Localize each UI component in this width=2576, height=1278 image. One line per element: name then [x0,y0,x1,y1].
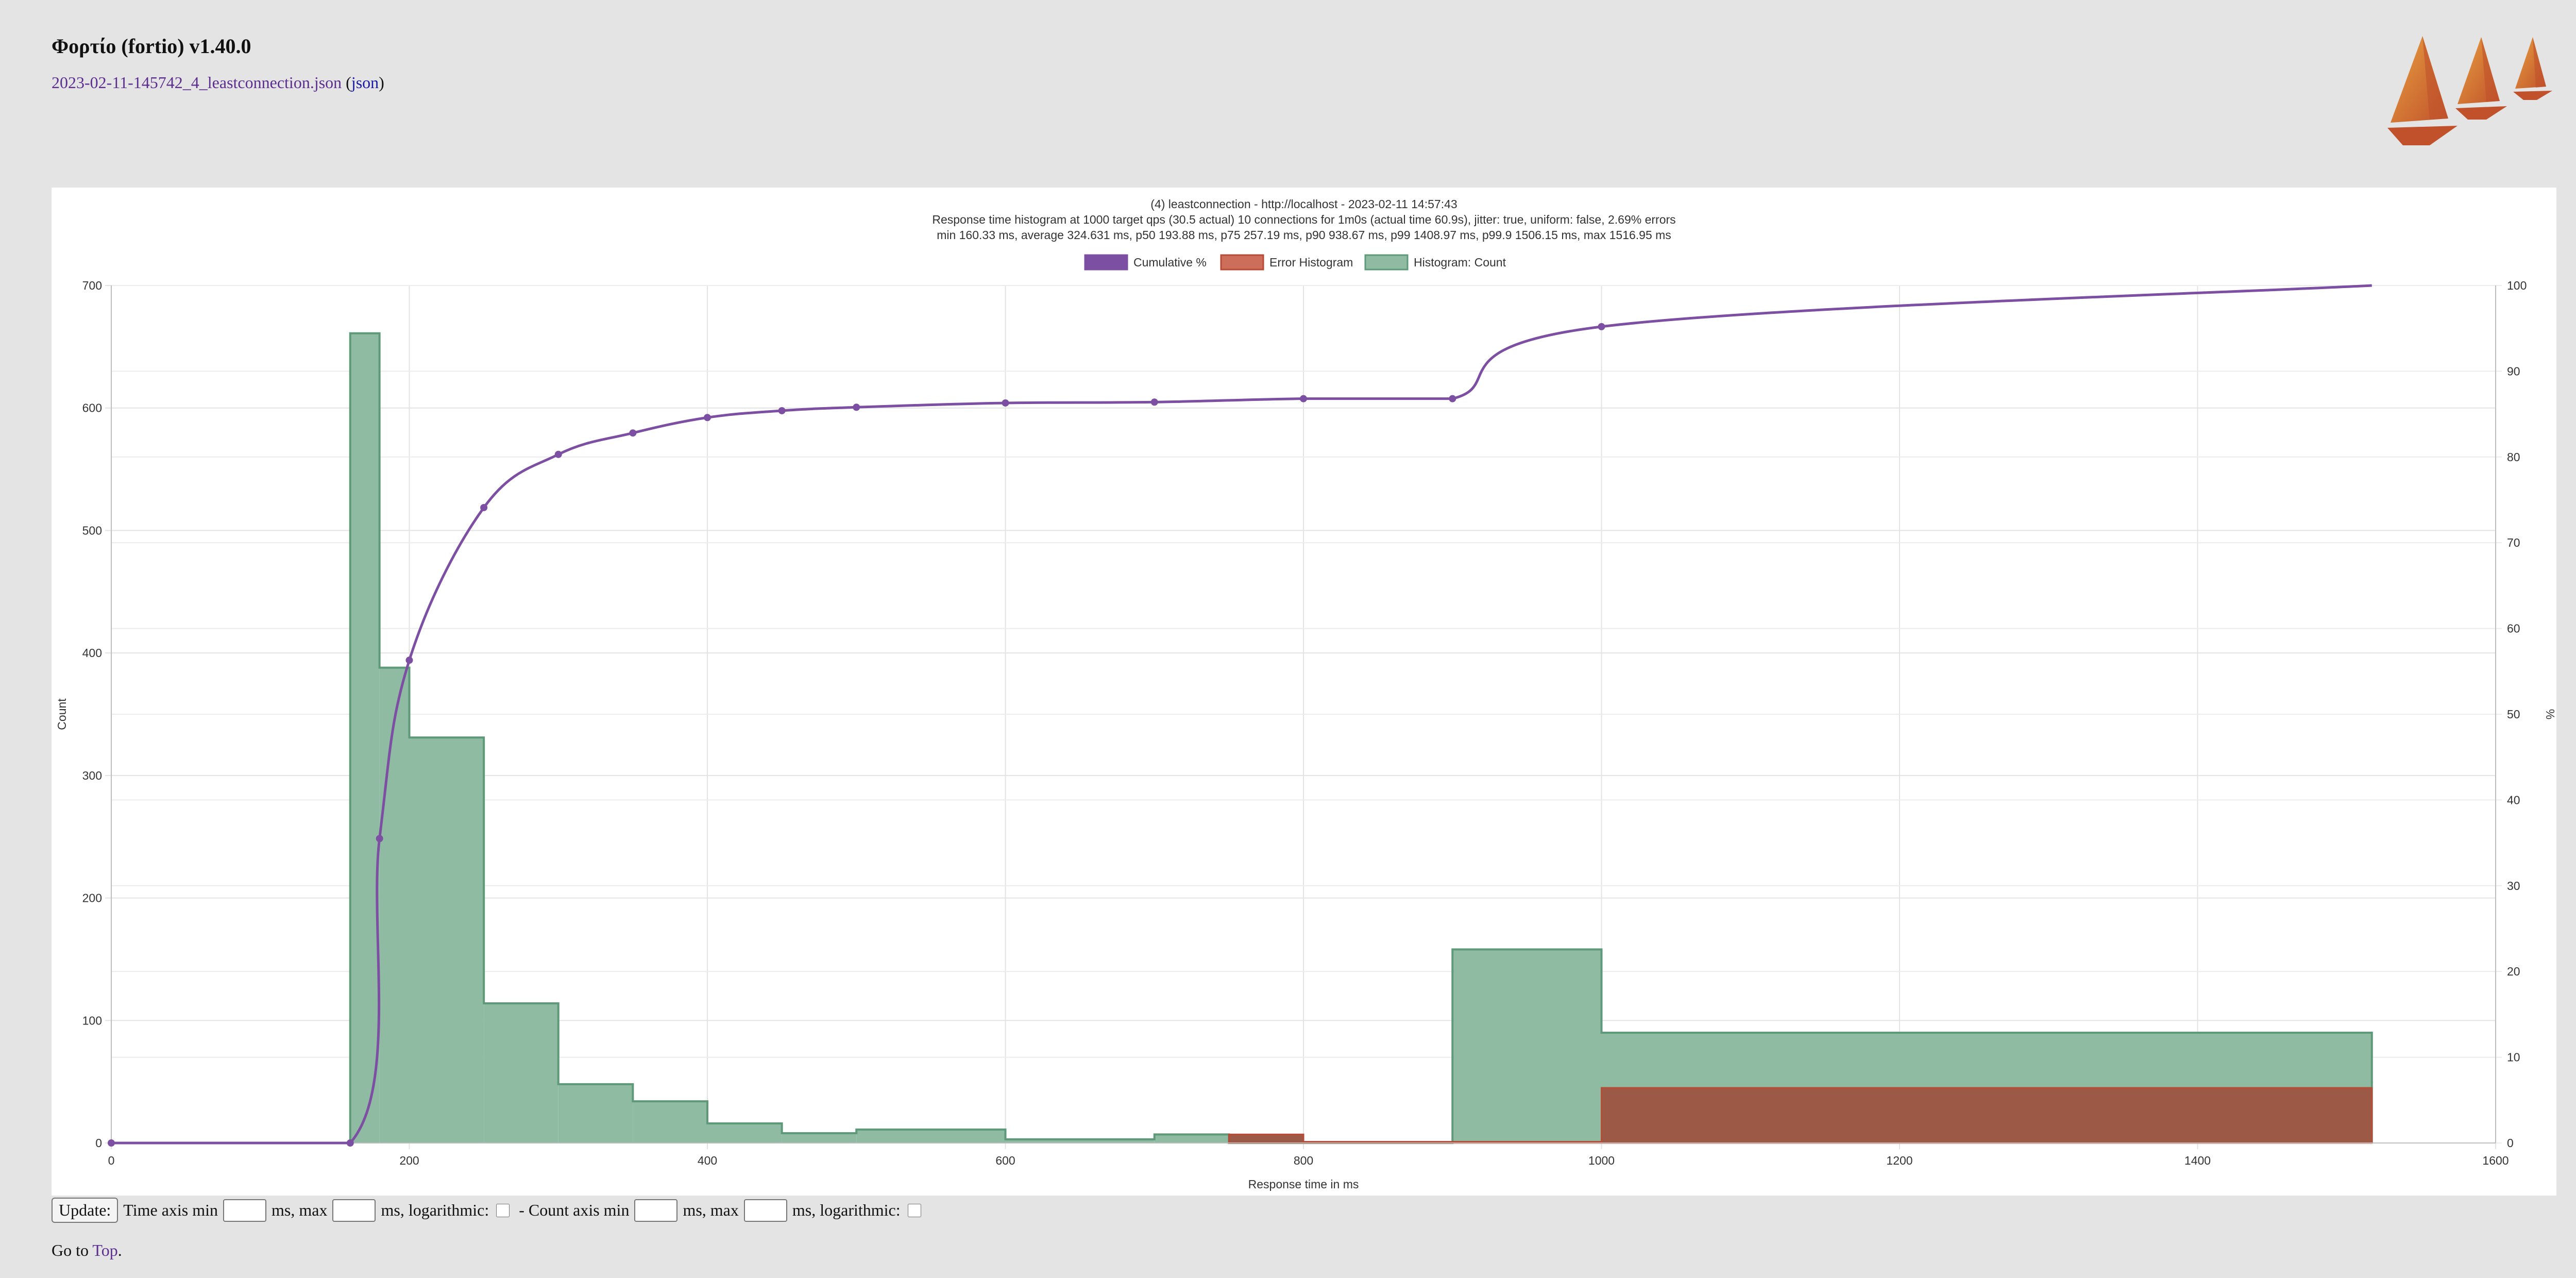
cumulative-point [704,414,711,422]
count-axis-max-label: ms, max [683,1201,739,1219]
x-tick-label: 0 [108,1154,115,1167]
histogram-bar [782,1133,857,1143]
y-tick-label: 100 [82,1014,102,1027]
y2-tick-label: 20 [2507,965,2520,978]
cumulative-point [405,657,413,664]
goto-label: Go to [52,1241,89,1259]
cumulative-point [853,403,860,411]
time-axis-log-checkbox[interactable] [496,1203,510,1217]
chart-title-line: min 160.33 ms, average 324.631 ms, p50 1… [937,228,1671,242]
y-tick-label: 600 [82,401,102,415]
y2-tick-label: 90 [2507,364,2520,378]
histogram-bar [856,1129,1006,1143]
count-axis-log-label: ms, logarithmic: [792,1201,901,1219]
x-tick-label: 1200 [1886,1154,1912,1167]
error-bar [1228,1133,1304,1144]
y-axis-label: Count [55,698,69,730]
y2-tick-label: 80 [2507,450,2520,464]
histogram-bar [1452,949,1602,1143]
cumulative-point [346,1139,354,1147]
histogram-bar [484,1003,558,1143]
histogram-bar [1005,1139,1155,1143]
x-tick-label: 1000 [1588,1154,1615,1167]
legend-label: Cumulative % [1133,256,1207,269]
json-link[interactable]: json [351,73,379,92]
y-tick-label: 300 [82,769,102,782]
count-axis-max-input[interactable] [743,1199,787,1222]
cumulative-point [480,503,488,511]
cumulative-point [629,429,637,437]
y-tick-label: 500 [82,524,102,537]
y2-tick-label: 70 [2507,536,2520,549]
cumulative-point [778,407,786,414]
cumulative-point [108,1139,115,1147]
chart-panel: (4) leastconnection - http://localhost -… [52,188,2556,1196]
chart-title-line: (4) leastconnection - http://localhost -… [1150,197,1457,211]
y2-tick-label: 40 [2507,793,2520,806]
goto-period: . [117,1241,122,1259]
count-axis-log-checkbox[interactable] [907,1203,921,1217]
y-tick-label: 700 [82,279,102,292]
legend-swatch [1220,254,1264,271]
page-title: Φορτίο (fortio) v1.40.0 [52,35,251,58]
x-axis-label: Response time in ms [1248,1178,1359,1191]
x-tick-label: 800 [1294,1154,1313,1167]
chart-title-line: Response time histogram at 1000 target q… [932,213,1675,226]
y-tick-label: 200 [82,892,102,905]
cumulative-point [1449,395,1456,402]
x-tick-label: 600 [995,1154,1015,1167]
time-axis-max-label: ms, max [272,1201,328,1219]
histogram-bar [379,667,410,1143]
cumulative-point [376,835,383,843]
cumulative-point [1598,323,1605,330]
histogram-bar [558,1084,633,1143]
y2-tick-label: 0 [2507,1136,2514,1150]
cumulative-point [1300,395,1307,402]
x-tick-label: 1600 [2482,1154,2509,1167]
x-tick-label: 400 [698,1154,717,1167]
cumulative-point [1150,398,1158,406]
legend-label: Histogram: Count [1414,256,1506,269]
y2-tick-label: 60 [2507,622,2520,635]
y2-tick-label: 100 [2507,279,2527,292]
top-link[interactable]: Top [92,1241,118,1259]
histogram-bar [350,333,380,1144]
y-tick-label: 0 [95,1136,102,1150]
x-tick-label: 1400 [2184,1154,2211,1167]
close-paren: ) [379,73,384,92]
histogram-bar [633,1101,707,1143]
y2-tick-label: 10 [2507,1051,2520,1064]
result-file-link[interactable]: 2023-02-11-145742_4_leastconnection.json [52,73,342,92]
y2-tick-label: 30 [2507,879,2520,893]
error-bar [1601,1087,2373,1144]
y2-axis-label: % [2544,709,2556,719]
x-tick-label: 200 [399,1154,419,1167]
histogram-chart: (4) leastconnection - http://localhost -… [55,197,2556,1191]
time-axis-max-input[interactable] [332,1199,376,1222]
histogram-bar [409,737,484,1143]
legend-swatch [1364,254,1409,271]
goto-line: Go to Top. [52,1241,122,1260]
cumulative-point [554,450,562,458]
histogram-bar [1154,1134,1229,1143]
count-axis-min-input[interactable] [634,1199,678,1222]
count-axis-min-label: - Count axis min [519,1201,630,1219]
legend-label: Error Histogram [1269,256,1353,269]
update-button[interactable]: Update: [52,1198,118,1223]
file-line: 2023-02-11-145742_4_leastconnection.json… [52,73,384,92]
legend-swatch [1084,254,1128,271]
time-axis-log-label: ms, logarithmic: [381,1201,489,1219]
open-paren: ( [342,73,351,92]
cumulative-point [1002,399,1009,407]
fortio-sailboats-logo-icon [2387,36,2552,145]
histogram-bar [707,1123,782,1143]
y-tick-label: 400 [82,646,102,660]
y2-tick-label: 50 [2507,708,2520,721]
time-axis-min-input[interactable] [223,1199,267,1222]
time-axis-min-label: Time axis min [123,1201,218,1219]
axis-controls: Update: Time axis min ms, max ms, logari… [52,1198,925,1223]
